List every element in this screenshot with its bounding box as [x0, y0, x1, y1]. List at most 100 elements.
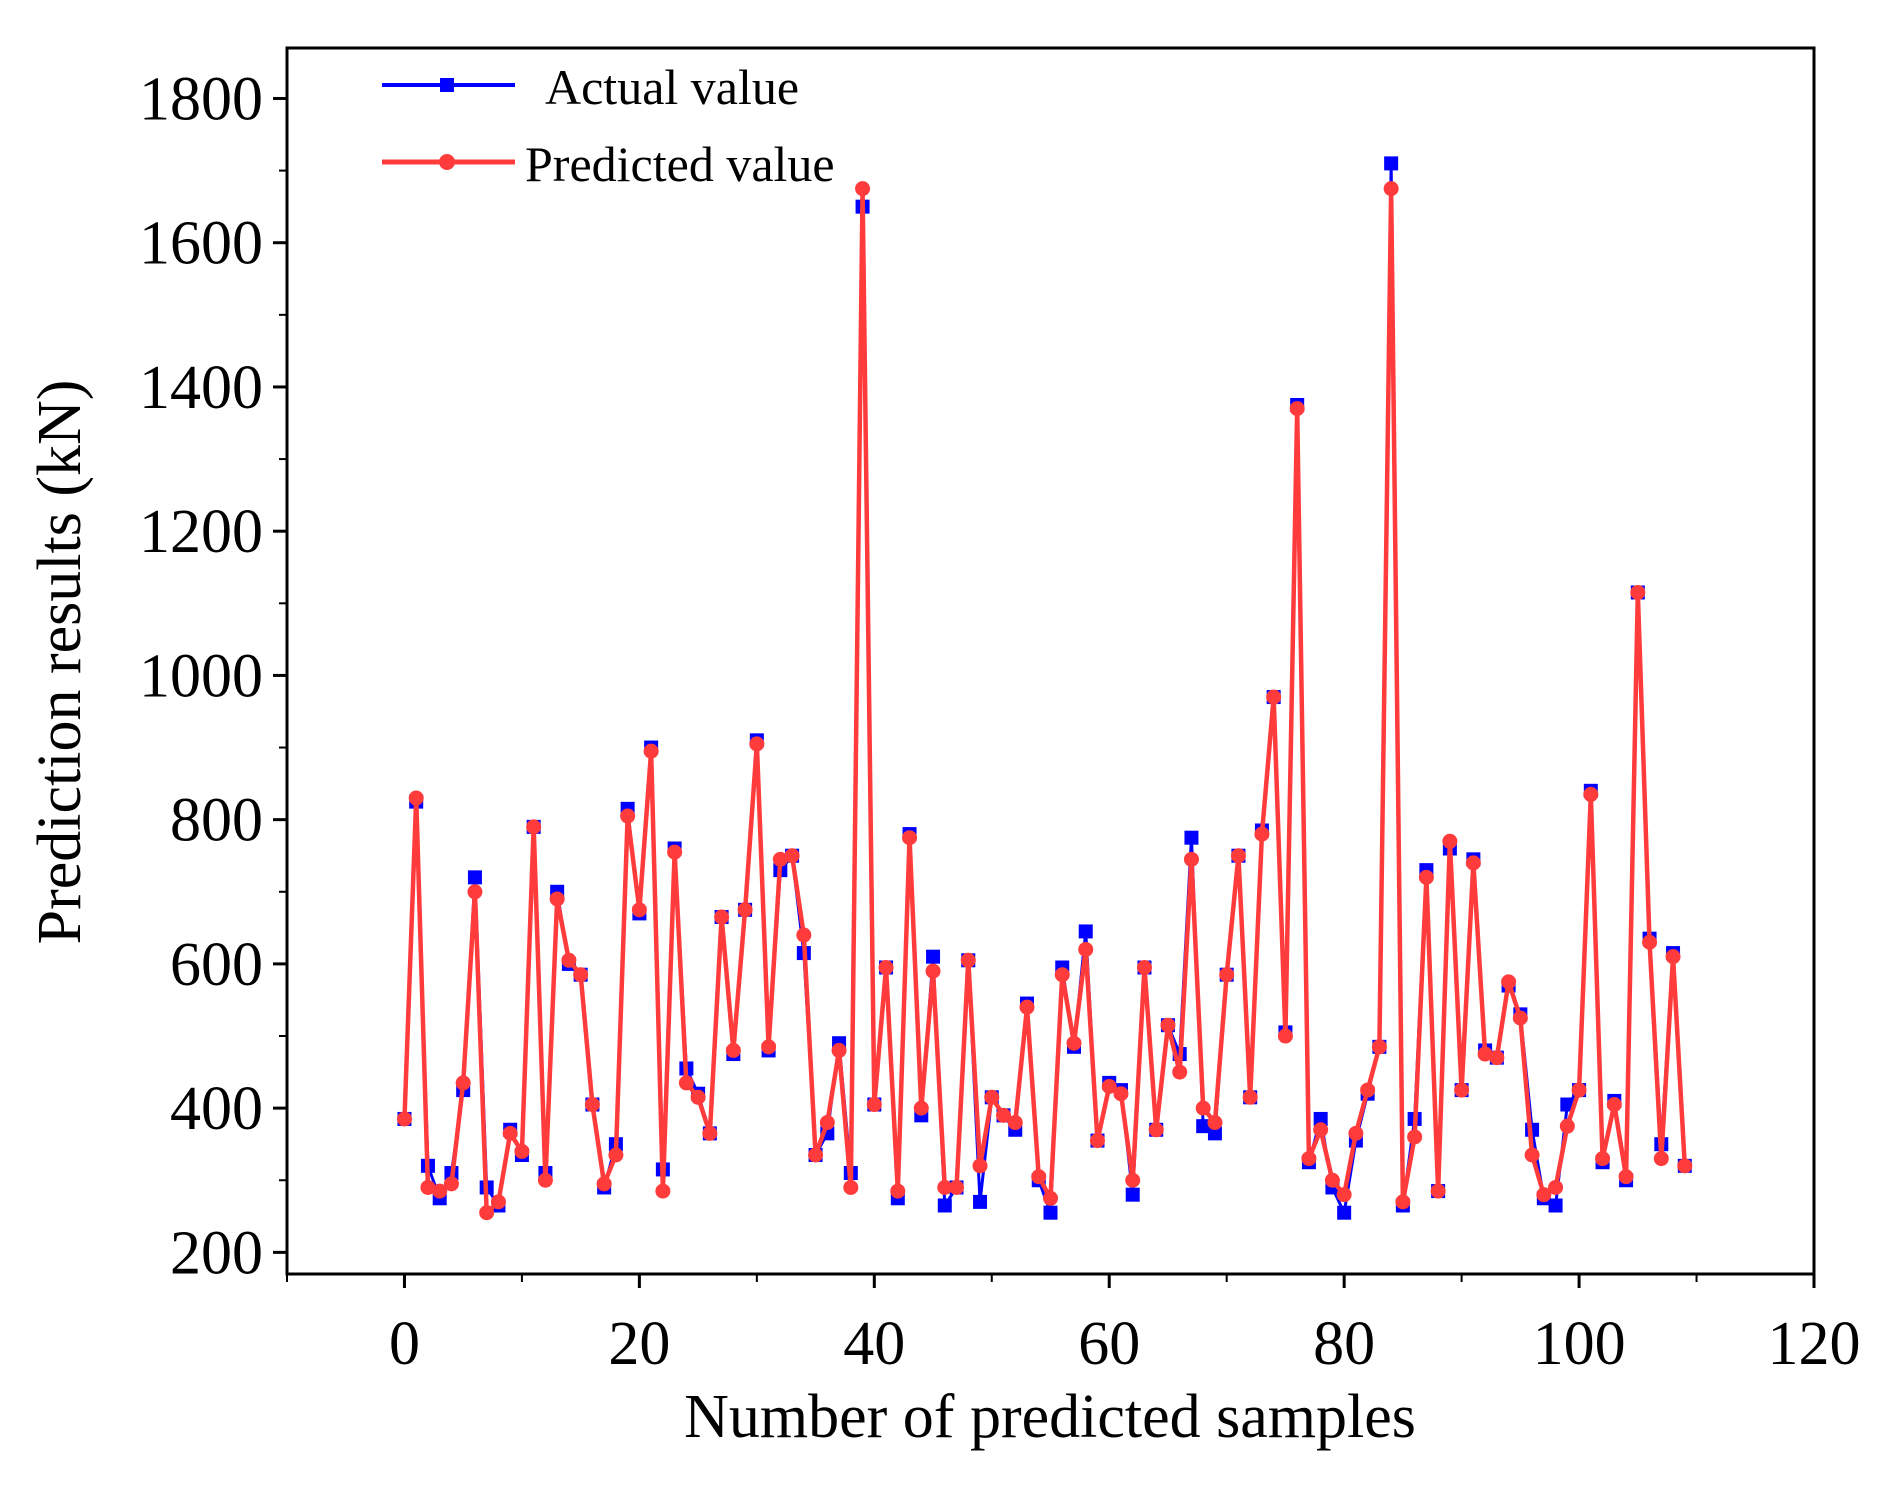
y-tick-label: 600	[170, 931, 263, 999]
data-point	[1383, 181, 1399, 197]
data-point	[1548, 1179, 1564, 1195]
x-tick-label: 40	[843, 1310, 905, 1378]
data-point	[761, 1039, 777, 1055]
data-point	[1219, 967, 1235, 983]
data-point	[584, 1097, 600, 1113]
x-tick-label: 60	[1078, 1310, 1140, 1378]
data-point	[1430, 1183, 1446, 1199]
data-point	[631, 902, 647, 918]
x-tick-label: 120	[1768, 1310, 1861, 1378]
data-point	[1313, 1111, 1328, 1126]
data-point	[1113, 1086, 1129, 1102]
y-tick-label: 800	[170, 787, 263, 855]
data-point	[843, 1179, 859, 1195]
data-point	[1043, 1190, 1058, 1206]
data-point	[467, 884, 483, 900]
data-point	[1606, 1097, 1622, 1113]
data-point	[549, 891, 565, 907]
data-point	[608, 1147, 624, 1163]
data-point	[1184, 830, 1199, 845]
data-point	[396, 1111, 412, 1127]
data-point	[1477, 1046, 1493, 1062]
x-tick-label: 100	[1533, 1310, 1626, 1378]
data-point	[937, 1198, 952, 1213]
legend-item: Predicted value	[382, 136, 835, 192]
data-point	[1583, 786, 1599, 802]
data-point	[772, 851, 788, 867]
data-point	[1254, 826, 1270, 842]
data-point	[1571, 1082, 1587, 1098]
data-point	[502, 1125, 518, 1141]
data-point	[1183, 851, 1199, 867]
data-point	[1007, 1115, 1023, 1131]
data-point	[1642, 934, 1658, 950]
data-point	[1230, 848, 1246, 864]
data-point	[749, 736, 765, 752]
data-point	[620, 808, 636, 824]
data-point	[1548, 1198, 1563, 1213]
data-point	[408, 790, 424, 806]
data-point	[443, 1176, 459, 1192]
data-point	[1665, 949, 1681, 965]
data-point	[1277, 1028, 1293, 1044]
series-line	[402, 186, 1688, 1215]
data-point	[702, 1125, 718, 1141]
y-tick-label: 200	[170, 1219, 263, 1287]
series-layer	[396, 156, 1693, 1221]
data-point	[926, 949, 941, 964]
data-point	[1289, 401, 1305, 417]
data-point	[796, 927, 812, 943]
data-point	[1337, 1205, 1352, 1220]
data-point	[1078, 924, 1093, 939]
data-point	[1054, 967, 1070, 983]
data-point	[1313, 1122, 1329, 1138]
y-tick-label: 1200	[139, 498, 263, 566]
data-point	[1148, 1122, 1164, 1138]
data-point	[537, 1172, 553, 1188]
data-point	[1442, 833, 1458, 849]
data-point	[1630, 584, 1646, 600]
data-point	[1524, 1147, 1540, 1163]
data-point	[1196, 1119, 1211, 1134]
data-point	[1089, 1133, 1105, 1149]
data-point	[1677, 1158, 1693, 1174]
data-point	[831, 1042, 847, 1058]
data-point	[1125, 1172, 1141, 1188]
y-axis-title: Prediction results (kN)	[26, 380, 94, 945]
data-point	[1136, 960, 1152, 975]
x-tick-label: 20	[608, 1310, 670, 1378]
x-axis-ticks: 0 20 40 60 80 100 120	[286, 1274, 1861, 1378]
data-point	[1242, 1089, 1258, 1105]
data-point	[514, 1143, 530, 1159]
data-point	[455, 1075, 471, 1091]
data-point	[1207, 1126, 1222, 1141]
data-point	[1301, 1151, 1317, 1167]
data-point	[1407, 1129, 1423, 1145]
y-tick-label: 1800	[139, 65, 263, 133]
data-point	[573, 967, 589, 983]
data-point	[1066, 1035, 1082, 1051]
data-point	[973, 1194, 988, 1209]
data-point	[949, 1179, 965, 1195]
data-point	[1101, 1078, 1117, 1094]
data-point	[737, 902, 753, 918]
data-point	[596, 1176, 612, 1192]
data-point	[1324, 1172, 1340, 1188]
y-axis-ticks: 200 400 600 800 1000 1200 1400 1600 1800	[139, 65, 287, 1287]
data-point	[866, 1097, 882, 1113]
series-predicted	[396, 181, 1693, 1221]
data-point	[1560, 1097, 1575, 1112]
data-point	[960, 952, 976, 968]
legend-marker	[439, 154, 455, 170]
data-point	[655, 1183, 671, 1199]
data-point	[1653, 1151, 1669, 1167]
data-point	[526, 819, 542, 835]
data-point	[913, 1100, 929, 1116]
legend-label: Actual value	[545, 59, 799, 115]
data-point	[1266, 689, 1282, 705]
data-point	[984, 1089, 1000, 1105]
data-point	[725, 1042, 741, 1058]
legend-label: Predicted value	[525, 136, 835, 192]
data-point	[490, 1194, 506, 1210]
